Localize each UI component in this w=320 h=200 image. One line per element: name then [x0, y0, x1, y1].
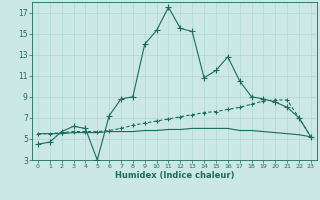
X-axis label: Humidex (Indice chaleur): Humidex (Indice chaleur): [115, 171, 234, 180]
